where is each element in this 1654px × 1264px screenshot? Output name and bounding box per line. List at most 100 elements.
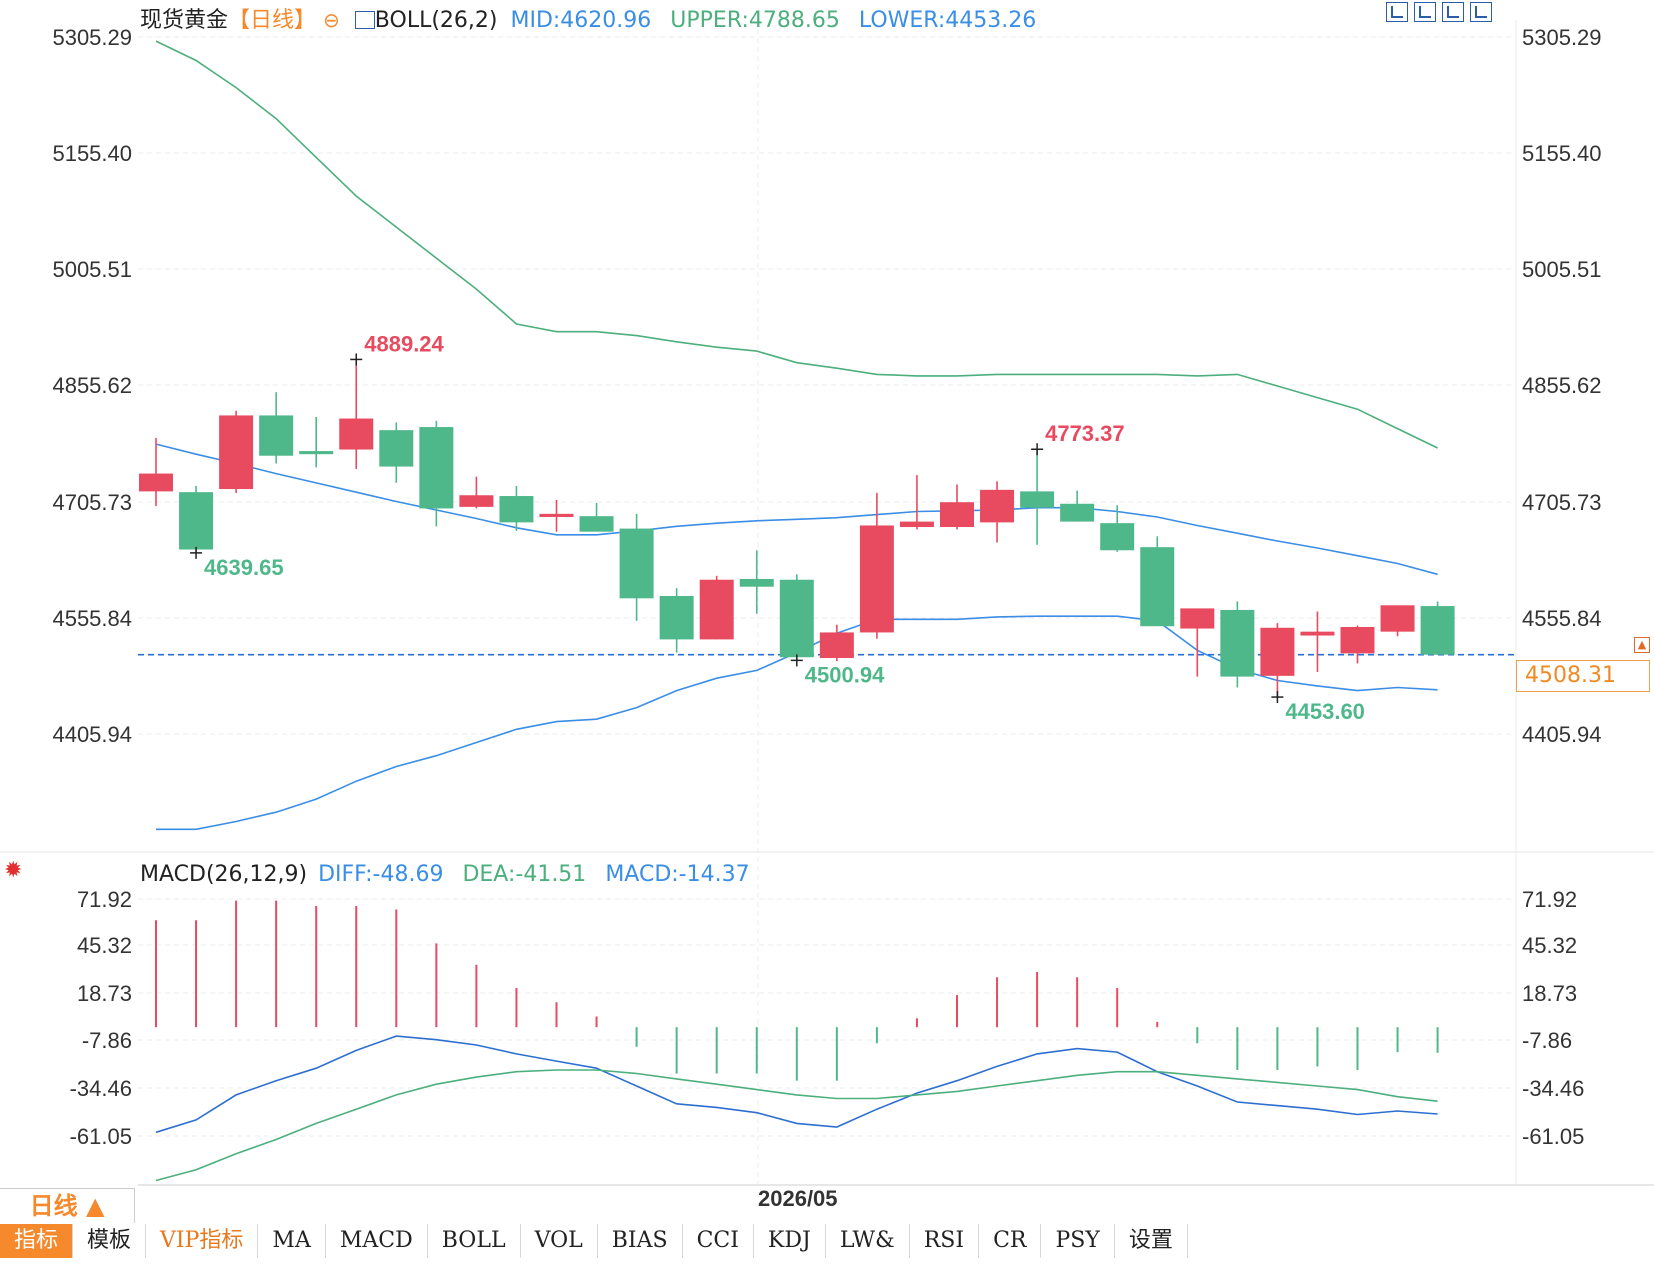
macd-tick-label-left: -61.05 bbox=[70, 1124, 132, 1149]
y-tick-label-right: 4855.62 bbox=[1522, 373, 1602, 398]
y-tick-label-right: 5155.40 bbox=[1522, 141, 1602, 166]
candle-body bbox=[1220, 609, 1255, 677]
macd-tick-label-right: -7.86 bbox=[1522, 1028, 1572, 1053]
boll-upper-line bbox=[155, 40, 1438, 449]
tab-boll[interactable]: BOLL bbox=[427, 1224, 521, 1258]
macd-legend: MACD(26,12,9) DIFF:-48.69 DEA:-41.51 MAC… bbox=[140, 862, 750, 887]
tab-rsi[interactable]: RSI bbox=[909, 1224, 980, 1258]
candle-body bbox=[819, 632, 854, 659]
macd-tick-label-left: 71.92 bbox=[77, 887, 132, 912]
price-alert-icon[interactable]: ▲ bbox=[1634, 637, 1650, 653]
candle-body bbox=[1380, 605, 1415, 632]
candle-body bbox=[219, 415, 254, 490]
boll-indicator-icon[interactable] bbox=[354, 11, 375, 29]
candle-body bbox=[980, 489, 1015, 523]
crosshair-icon[interactable] bbox=[1386, 2, 1408, 22]
tab-lw[interactable]: LW& bbox=[825, 1224, 910, 1258]
macd-tick-label-left: 45.32 bbox=[77, 933, 132, 958]
symbol-name: 现货黄金 bbox=[140, 8, 229, 33]
indicator-settings-icon[interactable]: ✹ bbox=[4, 858, 23, 883]
candle-body bbox=[619, 528, 654, 599]
candle-body bbox=[139, 473, 173, 492]
low-price-label: 4453.60 bbox=[1285, 699, 1365, 724]
candle-body bbox=[1420, 606, 1455, 655]
candle-body bbox=[659, 596, 694, 640]
boll-lower-value: LOWER:4453.26 bbox=[858, 8, 1037, 33]
tab-psy[interactable]: PSY bbox=[1041, 1224, 1115, 1258]
x-axis-date-label: 2026/05 bbox=[758, 1186, 838, 1211]
candle-body bbox=[940, 502, 974, 528]
tab-cr[interactable]: CR bbox=[979, 1224, 1042, 1258]
y-tick-label-left: 5155.40 bbox=[52, 141, 132, 166]
tab-vip-indicators[interactable]: VIP指标 bbox=[146, 1224, 259, 1258]
candle-body bbox=[179, 492, 214, 550]
y-tick-label-right: 4705.73 bbox=[1522, 490, 1602, 515]
tab-cci[interactable]: CCI bbox=[682, 1224, 754, 1258]
macd-tick-label-right: -34.46 bbox=[1522, 1076, 1584, 1101]
candle-body bbox=[1140, 547, 1175, 627]
candle-body bbox=[539, 513, 574, 517]
macd-hist-value: MACD:-14.37 bbox=[605, 862, 750, 887]
y-tick-label-left: 4855.62 bbox=[52, 373, 132, 398]
y-tick-label-right: 5005.51 bbox=[1522, 257, 1602, 282]
macd-tick-label-right: 71.92 bbox=[1522, 887, 1577, 912]
boll-mid-value: MID:4620.96 bbox=[510, 8, 652, 33]
candle-body bbox=[1260, 627, 1295, 676]
y-tick-label-left: 4405.94 bbox=[52, 722, 132, 747]
macd-diff-value: DIFF:-48.69 bbox=[318, 862, 444, 887]
candle-body bbox=[259, 415, 294, 456]
scroll-right-icon[interactable] bbox=[1470, 2, 1492, 22]
period-tag[interactable]: 【日线】 bbox=[228, 8, 317, 33]
tab-vol[interactable]: VOL bbox=[520, 1224, 598, 1258]
tab-settings[interactable]: 设置 bbox=[1114, 1224, 1188, 1258]
macd-label: MACD(26,12,9) bbox=[140, 862, 308, 887]
macd-diff-line bbox=[155, 1035, 1438, 1134]
tab-templates[interactable]: 模板 bbox=[73, 1224, 147, 1258]
y-tick-label-left: 4705.73 bbox=[52, 490, 132, 515]
candle-body bbox=[579, 516, 614, 532]
zoom-in-icon[interactable] bbox=[1414, 2, 1436, 22]
tab-bias[interactable]: BIAS bbox=[597, 1224, 683, 1258]
candle-body bbox=[1060, 503, 1095, 522]
candle-body bbox=[1300, 631, 1335, 636]
low-price-label: 4639.65 bbox=[204, 555, 284, 580]
zoom-out-icon[interactable]: ⊖ bbox=[323, 8, 340, 32]
indicator-tab-bar: 指标 模板 VIP指标 MA MACD BOLL VOL BIAS CCI KD… bbox=[0, 1224, 1188, 1258]
boll-label: BOLL(26,2) bbox=[374, 8, 498, 33]
macd-dea-value: DEA:-41.51 bbox=[462, 862, 587, 887]
y-tick-label-left: 5305.29 bbox=[52, 25, 132, 50]
tab-ma[interactable]: MA bbox=[258, 1224, 326, 1258]
y-tick-label-right: 5305.29 bbox=[1522, 25, 1602, 50]
macd-tick-label-right: 45.32 bbox=[1522, 933, 1577, 958]
tab-kdj[interactable]: KDJ bbox=[753, 1224, 826, 1258]
candle-body bbox=[419, 427, 454, 509]
candle-body bbox=[339, 418, 374, 450]
chart-legend: 现货黄金【日线】 ⊖ BOLL(26,2) MID:4620.96 UPPER:… bbox=[140, 2, 1036, 34]
y-tick-label-right: 4555.84 bbox=[1522, 606, 1602, 631]
macd-tick-label-left: 18.73 bbox=[77, 981, 132, 1006]
boll-mid-line bbox=[155, 443, 1438, 576]
candle-body bbox=[499, 496, 534, 523]
candle-body bbox=[379, 430, 414, 467]
zoom-out-chart-icon[interactable] bbox=[1442, 2, 1464, 22]
macd-tick-label-right: 18.73 bbox=[1522, 981, 1577, 1006]
candle-body bbox=[1020, 491, 1055, 508]
candle-body bbox=[299, 451, 334, 455]
tab-macd[interactable]: MACD bbox=[325, 1224, 428, 1258]
candle-body bbox=[1180, 608, 1215, 629]
macd-dea-line bbox=[155, 1069, 1438, 1182]
macd-tick-label-left: -7.86 bbox=[82, 1028, 132, 1053]
candle-body bbox=[699, 579, 734, 640]
candle-body bbox=[899, 521, 934, 528]
high-price-label: 4773.37 bbox=[1045, 421, 1125, 446]
macd-tick-label-right: -61.05 bbox=[1522, 1124, 1584, 1149]
candle-body bbox=[459, 495, 494, 507]
tab-indicators[interactable]: 指标 bbox=[0, 1224, 74, 1258]
chart-toolbar bbox=[1386, 2, 1492, 22]
period-selector-button[interactable]: 日线 ▲ bbox=[0, 1188, 135, 1223]
candle-body bbox=[1340, 627, 1375, 654]
macd-tick-label-left: -34.46 bbox=[70, 1076, 132, 1101]
high-price-label: 4889.24 bbox=[364, 331, 444, 356]
current-price-tag: 4508.31 bbox=[1516, 660, 1650, 692]
